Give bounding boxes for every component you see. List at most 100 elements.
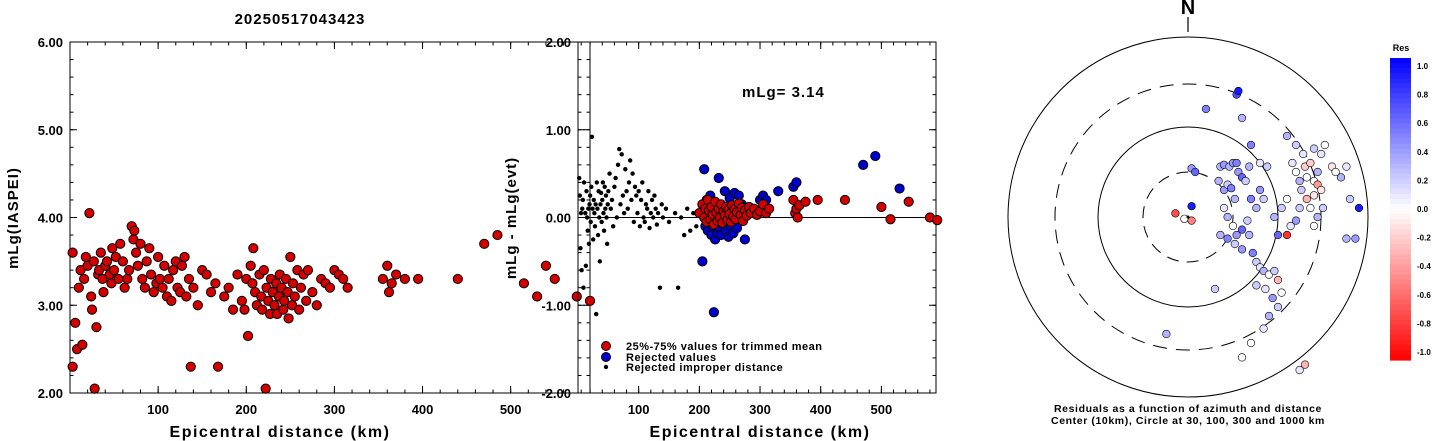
colorbar-segment (1390, 319, 1411, 326)
data-point (287, 278, 299, 289)
data-point (86, 291, 97, 302)
improper-distance-point (637, 224, 643, 229)
y-tick-label: 2.00 (38, 386, 63, 401)
improper-distance-point (586, 241, 592, 247)
improper-distance-point (592, 210, 597, 216)
colorbar-segment (1390, 244, 1411, 250)
improper-distance-point (649, 197, 655, 203)
colorbar-segment (1390, 68, 1411, 74)
colorbar-title: Res (1393, 43, 1410, 53)
legend-label-improper-distance: Rejected improper distance (626, 362, 783, 374)
data-point (549, 273, 560, 285)
residual-station (1318, 203, 1328, 213)
data-point (294, 304, 305, 315)
colorbar-segment (1390, 73, 1411, 79)
improper-distance-point (651, 215, 656, 220)
improper-distance-point (621, 210, 627, 216)
y-tick-label: 3.00 (38, 298, 63, 313)
improper-distance-point (612, 184, 617, 189)
data-point (91, 322, 102, 333)
data-point (89, 383, 100, 394)
improper-distance-point (604, 241, 610, 247)
panel1-points (67, 208, 596, 394)
data-point (383, 286, 395, 298)
improper-distance-point (652, 193, 657, 198)
improper-distance-point (627, 158, 633, 163)
data-point (295, 282, 307, 293)
residual-station (1277, 203, 1286, 213)
data-point (391, 269, 402, 280)
improper-distance-point (589, 134, 595, 139)
residual-station (1246, 194, 1256, 204)
data-point (479, 238, 490, 249)
colorbar-segment (1390, 219, 1411, 225)
data-point (113, 273, 124, 285)
data-point (227, 304, 239, 315)
data-point (260, 383, 271, 394)
data-point (492, 229, 503, 241)
data-point (236, 295, 247, 306)
residual-station (1246, 140, 1256, 150)
map-caption-line1: Residuals as a function of azimuth and d… (1054, 403, 1322, 415)
colorbar-segment (1390, 178, 1411, 185)
colorbar-tick-label: -0.4 (1417, 262, 1431, 271)
data-point (302, 265, 314, 276)
improper-distance-point (647, 225, 652, 231)
colorbar-segment (1390, 224, 1411, 230)
rejected-point (739, 234, 750, 245)
data-point (148, 286, 159, 298)
residual-station (1230, 239, 1239, 249)
data-point (301, 295, 312, 306)
improper-distance-point (601, 228, 607, 233)
colorbar-segment (1390, 349, 1411, 356)
colorbar-tick-label: 0.8 (1417, 91, 1429, 100)
residual-station (1252, 203, 1261, 213)
legend-marker-rejected (601, 352, 611, 362)
colorbar-segment (1390, 168, 1411, 175)
colorbar-segment (1390, 259, 1411, 265)
data-point (181, 291, 192, 302)
residual-station (1191, 167, 1200, 177)
improper-distance-point (642, 219, 647, 225)
improper-distance-point (640, 180, 645, 185)
data-point (129, 225, 140, 236)
trimmed-mean-point (812, 194, 823, 206)
improper-distance-point (610, 224, 616, 229)
data-point (342, 282, 353, 293)
colorbar-tick-label: 0.0 (1417, 205, 1429, 214)
rejected-point (791, 177, 802, 188)
colorbar-segment (1390, 284, 1411, 291)
residual-station (1309, 221, 1319, 231)
improper-distance-point (584, 215, 590, 220)
residual-station (1302, 173, 1311, 182)
residual-station (1342, 162, 1351, 171)
improper-distance-point (675, 285, 681, 290)
colorbar-segment (1390, 203, 1411, 210)
residual-station (1234, 86, 1243, 96)
data-point (247, 278, 258, 289)
data-point (73, 282, 84, 293)
residual-station (1252, 281, 1261, 290)
residual-station (1282, 131, 1292, 141)
x-tick-label: 300 (324, 402, 346, 417)
y-tick-label: 1.00 (546, 123, 571, 138)
improper-distance-point (600, 180, 606, 185)
data-point (157, 282, 168, 293)
data-point (67, 361, 78, 372)
improper-distance-point (648, 210, 654, 216)
residual-station (1228, 221, 1238, 231)
data-point (84, 208, 95, 219)
colorbar-segment (1390, 138, 1411, 145)
data-point (223, 282, 234, 293)
improper-distance-point (588, 219, 593, 225)
colorbar-segment (1390, 344, 1411, 351)
rejected-point (713, 172, 724, 184)
residual-station (1273, 275, 1283, 285)
colorbar-segment (1390, 63, 1411, 69)
panel1-y-axis-label: mLg(IASPEI) (5, 167, 22, 269)
colorbar-segment (1390, 163, 1411, 170)
y-tick-label: 2.00 (546, 35, 571, 50)
improper-distance-point (591, 197, 596, 203)
residual-station (1313, 167, 1322, 177)
residual-station (1227, 184, 1236, 193)
